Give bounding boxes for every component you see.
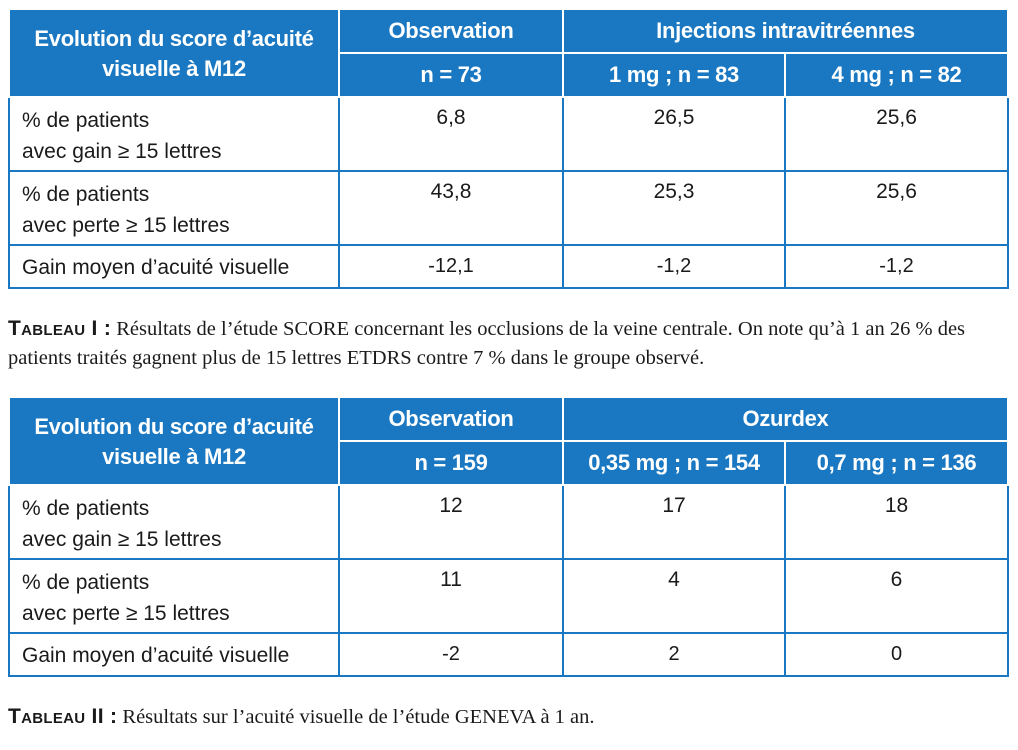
table-corner-header: Evolution du score d’acuité visuelle à M… (8, 8, 340, 98)
header-dose-1: 0,35 mg ; n = 154 (562, 440, 786, 486)
cell-value: -1,2 (562, 244, 786, 289)
header-n-observation: n = 73 (338, 52, 564, 98)
cell-value: 6 (783, 558, 1010, 634)
table-geneva: Evolution du score d’acuité visuelle à M… (8, 396, 1010, 677)
header-dose-2: 4 mg ; n = 82 (783, 52, 1010, 98)
caption-text: Résultats de l’étude SCORE concernant le… (8, 318, 966, 369)
caption-label: Tableau I : (8, 317, 112, 340)
table-score: Evolution du score d’acuité visuelle à M… (8, 8, 1010, 289)
row-label: % de patients avec perte ≥ 15 lettres (8, 170, 340, 246)
header-dose-2: 0,7 mg ; n = 136 (783, 440, 1010, 486)
header-treatment-group: Ozurdex (561, 396, 1010, 442)
table-caption: Tableau I : Résultats de l’étude SCORE c… (8, 314, 1013, 373)
header-dose-1: 1 mg ; n = 83 (562, 52, 786, 98)
header-observation: Observation (338, 8, 564, 54)
table-corner-header: Evolution du score d’acuité visuelle à M… (8, 396, 340, 486)
table-row: Gain moyen d’acuité visuelle -2 2 0 (8, 632, 1010, 677)
cell-value: 6,8 (338, 96, 564, 172)
cell-value: 11 (338, 558, 564, 634)
cell-value: 26,5 (562, 96, 786, 172)
cell-value: -12,1 (338, 244, 564, 289)
table-row: % de patients avec gain ≥ 15 lettres 6,8… (8, 96, 1010, 172)
table-row: % de patients avec perte ≥ 15 lettres 11… (8, 558, 1010, 634)
cell-value: -1,2 (783, 244, 1010, 289)
table-row: % de patients avec perte ≥ 15 lettres 43… (8, 170, 1010, 246)
row-label: Gain moyen d’acuité visuelle (8, 244, 340, 289)
table-row: % de patients avec gain ≥ 15 lettres 12 … (8, 484, 1010, 560)
header-observation: Observation (338, 396, 564, 442)
cell-value: 25,6 (783, 170, 1010, 246)
cell-value: 12 (338, 484, 564, 560)
cell-value: 18 (783, 484, 1010, 560)
cell-value: 25,6 (783, 96, 1010, 172)
header-treatment-group: Injections intravitréennes (561, 8, 1010, 54)
row-label: % de patients avec gain ≥ 15 lettres (8, 484, 340, 560)
cell-value: 43,8 (338, 170, 564, 246)
caption-label: Tableau II : (8, 705, 118, 728)
row-label: % de patients avec gain ≥ 15 lettres (8, 96, 340, 172)
cell-value: -2 (338, 632, 564, 677)
cell-value: 25,3 (562, 170, 786, 246)
cell-value: 17 (562, 484, 786, 560)
header-n-observation: n = 159 (338, 440, 564, 486)
table-row: Gain moyen d’acuité visuelle -12,1 -1,2 … (8, 244, 1010, 289)
row-label: % de patients avec perte ≥ 15 lettres (8, 558, 340, 634)
cell-value: 2 (562, 632, 786, 677)
row-label: Gain moyen d’acuité visuelle (8, 632, 340, 677)
caption-text: Résultats sur l’acuité visuelle de l’étu… (117, 706, 595, 728)
table-caption: Tableau II : Résultats sur l’acuité visu… (8, 702, 1013, 732)
cell-value: 0 (783, 632, 1010, 677)
cell-value: 4 (562, 558, 786, 634)
